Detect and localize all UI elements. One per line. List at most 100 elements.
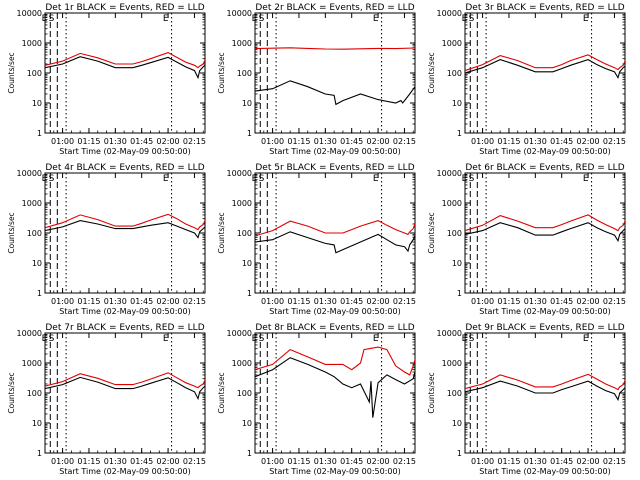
x-axis-label: Start Time (02-May-09 00:50:00) <box>269 307 400 316</box>
time-marker-label: E <box>42 174 48 184</box>
x-tick-label: 01:45 <box>550 137 573 146</box>
y-tick-label: 1 <box>247 449 252 458</box>
x-tick-label: 01:15 <box>287 137 310 146</box>
x-tick-label: 01:00 <box>51 457 74 466</box>
y-tick-label: 1 <box>37 449 42 458</box>
detector-panel-1: Det 1r BLACK = Events, RED = LLD 1 10 100 10… <box>7 3 206 156</box>
series-events-line <box>45 220 205 239</box>
y-tick-label: 10000 <box>17 9 42 18</box>
time-marker-label: E <box>373 14 379 24</box>
time-marker-label: S <box>469 334 475 344</box>
y-axis-label: Counts/sec <box>7 372 16 413</box>
time-marker-label: E <box>583 174 589 184</box>
x-tick-label: 02:00 <box>577 297 600 306</box>
x-tick-label: 01:30 <box>104 457 127 466</box>
y-tick-label: 1 <box>457 289 462 298</box>
x-tick-label: 01:15 <box>497 137 520 146</box>
y-tick-label: 1000 <box>232 39 252 48</box>
panel-title: Det 4r BLACK = Events, RED = LLD <box>45 163 204 173</box>
y-tick-label: 1000 <box>232 359 252 368</box>
x-axis-label: Start Time (02-May-09 00:50:00) <box>479 467 610 476</box>
series-lld-line <box>465 373 625 391</box>
y-tick-label: 1000 <box>22 359 42 368</box>
plot-frame <box>254 12 416 134</box>
series-lld-line <box>255 47 415 50</box>
y-tick-label: 10 <box>452 419 462 428</box>
y-tick-label: 100 <box>27 389 42 398</box>
series-lld-line <box>45 372 205 389</box>
plot-frame <box>254 332 416 454</box>
panel-title: Det 8r BLACK = Events, RED = LLD <box>255 323 414 333</box>
x-tick-label: 02:00 <box>157 297 180 306</box>
y-tick-label: 10 <box>242 259 252 268</box>
x-tick-label: 02:15 <box>603 457 626 466</box>
plot-frame <box>44 12 206 134</box>
y-tick-label: 1000 <box>442 39 462 48</box>
detector-panel-2: Det 2r BLACK = Events, RED = LLD 1 10 100 10… <box>217 3 416 156</box>
x-tick-label: 01:15 <box>287 457 310 466</box>
x-tick-label: 02:00 <box>367 137 390 146</box>
x-tick-label: 01:45 <box>340 137 363 146</box>
y-tick-label: 10 <box>32 419 42 428</box>
x-axis-label: Start Time (02-May-09 00:50:00) <box>479 307 610 316</box>
y-tick-label: 10000 <box>437 9 462 18</box>
panel-title: Det 5r BLACK = Events, RED = LLD <box>255 163 414 173</box>
y-tick-label: 100 <box>447 389 462 398</box>
panel-title: Det 2r BLACK = Events, RED = LLD <box>255 3 414 13</box>
x-tick-label: 02:15 <box>603 297 626 306</box>
time-marker-label: E <box>583 334 589 344</box>
y-tick-label: 100 <box>27 229 42 238</box>
time-marker-label: E <box>42 334 48 344</box>
time-marker-label: E <box>462 174 468 184</box>
time-marker-label: S <box>49 174 55 184</box>
x-tick-label: 01:00 <box>261 457 284 466</box>
y-tick-label: 10000 <box>227 329 252 338</box>
x-tick-label: 01:30 <box>314 457 337 466</box>
y-tick-label: 100 <box>27 69 42 78</box>
y-tick-label: 10000 <box>17 169 42 178</box>
y-tick-label: 1 <box>457 449 462 458</box>
x-tick-label: 01:00 <box>471 457 494 466</box>
x-tick-label: 01:00 <box>51 137 74 146</box>
x-axis-label: Start Time (02-May-09 00:50:00) <box>59 147 190 156</box>
detector-panel-3: Det 3r BLACK = Events, RED = LLD 1 10 100 10… <box>427 3 626 156</box>
plot-frame <box>44 172 206 294</box>
y-tick-label: 1 <box>37 289 42 298</box>
plot-frame <box>464 172 626 294</box>
time-marker-label: E <box>163 334 169 344</box>
x-tick-label: 01:45 <box>550 297 573 306</box>
x-tick-label: 02:15 <box>183 137 206 146</box>
x-axis-label: Start Time (02-May-09 00:50:00) <box>59 467 190 476</box>
time-marker-label: S <box>469 14 475 24</box>
detector-panel-8: Det 8r BLACK = Events, RED = LLD 1 10 100 10… <box>217 323 416 476</box>
x-tick-label: 01:15 <box>77 457 100 466</box>
y-axis-label: Counts/sec <box>427 212 436 253</box>
x-tick-label: 01:30 <box>104 137 127 146</box>
time-marker-label: E <box>252 174 258 184</box>
y-tick-label: 100 <box>237 389 252 398</box>
time-marker-label: E <box>252 14 258 24</box>
detector-panel-6: Det 6r BLACK = Events, RED = LLD 1 10 100 10… <box>427 163 626 316</box>
x-axis-label: Start Time (02-May-09 00:50:00) <box>59 307 190 316</box>
x-tick-label: 01:30 <box>314 137 337 146</box>
time-marker-label: E <box>163 174 169 184</box>
y-tick-label: 100 <box>447 69 462 78</box>
x-tick-label: 01:45 <box>130 137 153 146</box>
detector-panel-7: Det 7r BLACK = Events, RED = LLD 1 10 100 10… <box>7 323 206 476</box>
x-axis-label: Start Time (02-May-09 00:50:00) <box>269 467 400 476</box>
y-tick-label: 1 <box>457 129 462 138</box>
y-tick-label: 100 <box>237 229 252 238</box>
x-tick-label: 02:15 <box>393 457 416 466</box>
x-tick-label: 01:30 <box>104 297 127 306</box>
x-axis-label: Start Time (02-May-09 00:50:00) <box>479 147 610 156</box>
y-tick-label: 1 <box>37 129 42 138</box>
y-tick-label: 10000 <box>437 329 462 338</box>
time-marker-label: S <box>259 174 265 184</box>
series-events-line <box>465 380 625 402</box>
series-lld-line <box>465 214 625 232</box>
time-marker-label: E <box>583 14 589 24</box>
time-marker-label: S <box>49 334 55 344</box>
x-tick-label: 01:00 <box>51 297 74 306</box>
detector-panel-9: Det 9r BLACK = Events, RED = LLD 1 10 100 10… <box>427 323 626 476</box>
